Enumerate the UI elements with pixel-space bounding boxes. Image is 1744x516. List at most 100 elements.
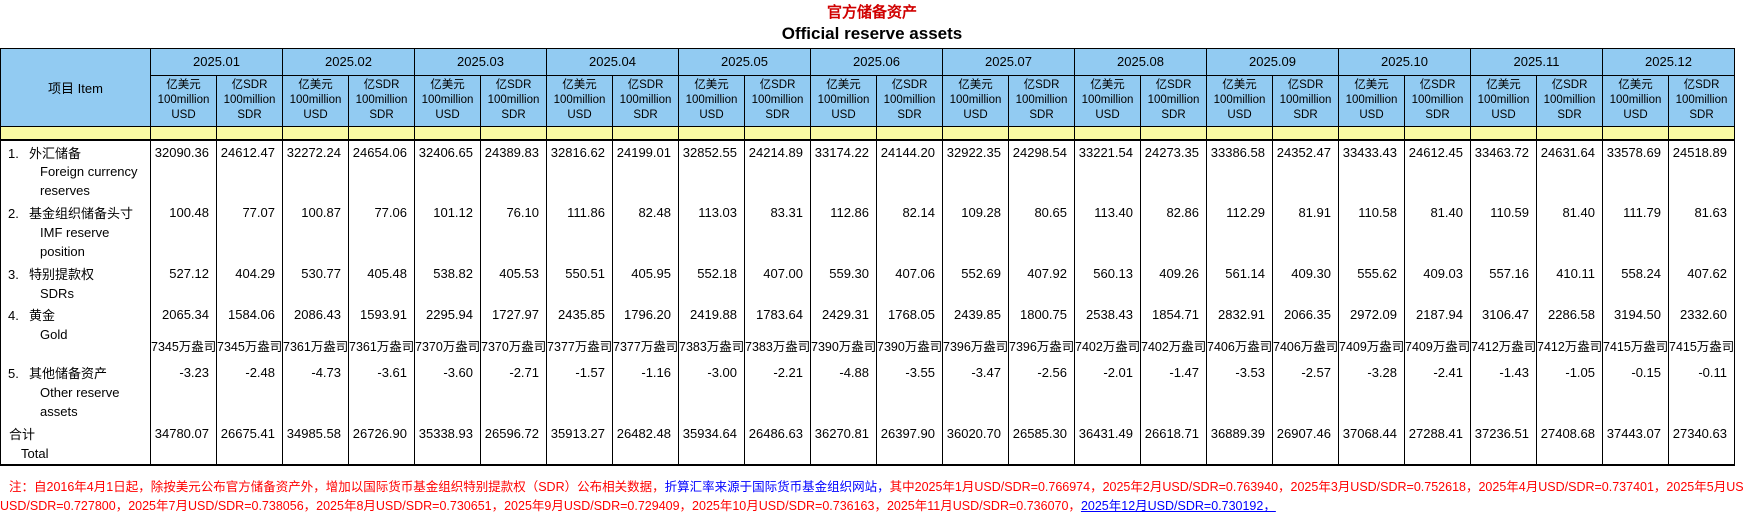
value-cell-usd: 32272.24 [282, 139, 349, 202]
value: 112.86 [830, 205, 869, 221]
value-cell-sdr: 2187.94 7409万盎司 [1404, 303, 1471, 362]
value-cell-usd: 550.51 [546, 261, 613, 304]
spacer-cell [216, 126, 283, 141]
unit-line: 100million [421, 94, 474, 107]
month-header: 2025.08 [1074, 48, 1207, 76]
value-cell-sdr: 82.86 [1140, 201, 1207, 262]
value-cell-usd: 32406.65 [414, 139, 481, 202]
value: 2332.60 [1680, 307, 1727, 323]
value-cell-sdr: 82.14 [876, 201, 943, 262]
value-cell-sdr: 1584.06 7345万盎司 [216, 303, 283, 362]
value-cell-sdr: 1854.71 7402万盎司 [1140, 303, 1207, 362]
month-header-row: 项目 Item 2025.01 2025.02 2025.03 2025.04 2025… [0, 48, 1735, 127]
value: 24273.35 [1144, 144, 1199, 160]
value-cell-sdr: 1727.97 7370万盎司 [480, 303, 547, 362]
value-cell-sdr: 24273.35 [1140, 139, 1207, 202]
value: 24199.01 [616, 144, 671, 160]
value: 561.14 [1225, 265, 1265, 281]
value: 113.03 [698, 205, 737, 221]
unit-line: SDR [1161, 109, 1186, 122]
value-cell-sdr: 76.10 [480, 201, 547, 262]
value: 557.16 [1489, 265, 1529, 281]
spacer-row [0, 126, 1735, 141]
unit-line: USD [1623, 109, 1648, 122]
value-cell-usd: 2065.34 7345万盎司 [150, 303, 217, 362]
value-cell-sdr: 407.92 [1008, 261, 1075, 304]
value-cell-usd: 101.12 [414, 201, 481, 262]
unit-cell-sdr: 亿SDR 100million SDR [348, 75, 415, 127]
value-cell-sdr: 405.48 [348, 261, 415, 304]
value-cell-sdr: 26596.72 [480, 421, 547, 465]
gold-ounces: 7412万盎司 [1471, 340, 1537, 355]
unit-line: 100million [1213, 94, 1266, 107]
row-label: 1. 外汇储备 Foreign currency reserves [0, 139, 151, 202]
value-cell-usd: -1.57 [546, 361, 613, 422]
spacer-cell [1008, 126, 1075, 141]
value-cell-sdr: 24352.47 [1272, 139, 1339, 202]
spacer-cell [744, 126, 811, 141]
row-label-en: SDRs [40, 285, 74, 301]
unit-line: 亿美元 [1222, 79, 1257, 92]
value-cell-sdr: 81.91 [1272, 201, 1339, 262]
value-cell-usd: 559.30 [810, 261, 877, 304]
unit-cell-sdr: 亿SDR 100million SDR [1140, 75, 1207, 127]
unit-line: USD [303, 109, 328, 122]
value: 33174.22 [814, 144, 869, 160]
gold-ounces: 7377万盎司 [613, 340, 679, 355]
value-cell-usd: 32090.36 [150, 139, 217, 202]
spacer-cell [810, 126, 877, 141]
value: 24352.47 [1276, 144, 1331, 160]
value: 409.26 [1159, 265, 1199, 281]
gold-ounces: 7383万盎司 [745, 340, 811, 355]
value: 111.86 [567, 205, 605, 221]
value: 24214.89 [748, 144, 803, 160]
value-cell-usd: 36020.70 [942, 421, 1009, 465]
value-cell-usd: -3.53 [1206, 361, 1273, 422]
value-cell-sdr: -2.48 [216, 361, 283, 422]
gold-ounces: 7409万盎司 [1339, 340, 1405, 355]
table-row: 1. 外汇储备 Foreign currency reserves 32090.36 2… [0, 139, 1735, 202]
row-label-en: Other reserve assets [40, 385, 120, 420]
unit-line: SDR [237, 109, 262, 122]
value-cell-usd: 32852.55 [678, 139, 745, 202]
value-cell-usd: 3106.47 7412万盎司 [1470, 303, 1537, 362]
unit-line: 亿美元 [562, 79, 597, 92]
value: -0.15 [1631, 365, 1661, 381]
value-cell-usd: 113.03 [678, 201, 745, 262]
unit-line: 亿SDR [759, 79, 796, 92]
value-cell-usd: 2972.09 7409万盎司 [1338, 303, 1405, 362]
row-label-line1: 4. 黄金 [2, 307, 150, 326]
unit-line: SDR [897, 109, 922, 122]
spacer-cell [1536, 126, 1603, 141]
value: -3.61 [377, 365, 407, 381]
value-cell-usd: 2832.91 7406万盎司 [1206, 303, 1273, 362]
unit-line: 100million [553, 94, 606, 107]
unit-line: USD [435, 109, 460, 122]
value: 2419.88 [690, 307, 737, 323]
value: 555.62 [1357, 265, 1397, 281]
value: 24654.06 [352, 144, 407, 160]
gold-ounces: 7370万盎司 [415, 340, 481, 355]
row-number: 3. [8, 266, 19, 282]
value: 1796.20 [624, 307, 671, 323]
value-cell-sdr: -1.16 [612, 361, 679, 422]
value: -3.60 [443, 365, 473, 381]
value: 36431.49 [1078, 425, 1133, 441]
value: 1783.64 [756, 307, 803, 323]
value-cell-sdr: 407.00 [744, 261, 811, 304]
value: 24298.54 [1012, 144, 1067, 160]
unit-line: USD [1227, 109, 1252, 122]
value-cell-usd: 112.29 [1206, 201, 1273, 262]
table-body: 1. 外汇储备 Foreign currency reserves 32090.36 2… [0, 126, 1735, 465]
value: -3.47 [971, 365, 1001, 381]
value: 24631.64 [1540, 144, 1595, 160]
value-cell-sdr: -2.21 [744, 361, 811, 422]
unit-line: 亿SDR [1419, 79, 1456, 92]
row-label: 4. 黄金 Gold [0, 303, 151, 362]
value-cell-sdr: 2332.60 7415万盎司 [1668, 303, 1735, 362]
value: 32090.36 [154, 144, 209, 160]
value: 2295.94 [426, 307, 473, 323]
value: 100.87 [301, 205, 341, 221]
unit-line: 亿SDR [363, 79, 400, 92]
